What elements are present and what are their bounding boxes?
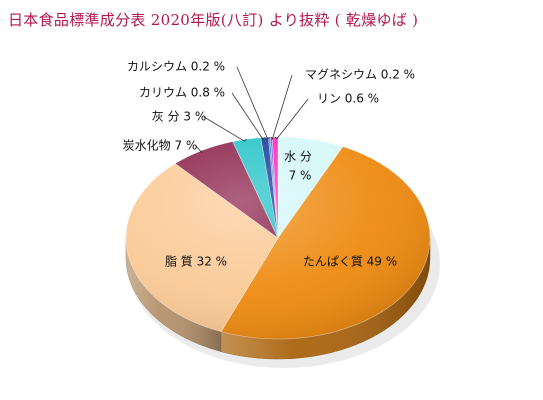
leader-line-カルシウム xyxy=(236,66,270,140)
slice-label-水-分: 水 分 xyxy=(284,150,312,164)
slice-label-カルシウム: カルシウム 0.2 % xyxy=(127,60,225,74)
chart-title: 日本食品標準成分表 2020年版(八訂) より抜粋 ( 乾燥ゆば ) xyxy=(8,11,419,29)
leader-line-リン xyxy=(274,98,309,140)
slice-label-灰-分: 灰 分 3 % xyxy=(152,110,206,124)
slice-label-水-分-pct: 7 % xyxy=(289,169,312,183)
leader-line-灰-分 xyxy=(203,116,247,142)
slice-label-マグネシウム: マグネシウム 0.2 % xyxy=(305,68,415,82)
slice-label-リン: リン 0.6 % xyxy=(317,92,379,106)
slice-label-たんぱく質: たんぱく質 49 % xyxy=(303,254,397,269)
leader-line-炭水化物 xyxy=(195,145,203,154)
slice-label-カリウム: カリウム 0.8 % xyxy=(139,86,225,100)
leader-line-カリウム xyxy=(231,92,265,141)
leader-line-マグネシウム xyxy=(270,74,293,141)
slice-label-炭水化物: 炭水化物 7 % xyxy=(123,139,198,153)
slice-label-脂-質: 脂 質 32 % xyxy=(165,254,227,269)
